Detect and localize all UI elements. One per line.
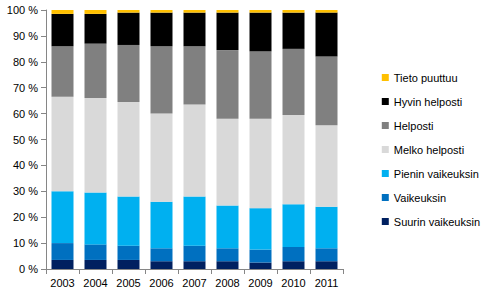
svg-text:80 %: 80 % xyxy=(13,56,38,68)
svg-text:50 %: 50 % xyxy=(13,134,38,146)
svg-text:Melko helposti: Melko helposti xyxy=(394,144,464,156)
svg-text:2008: 2008 xyxy=(215,277,239,289)
svg-text:70 %: 70 % xyxy=(13,82,38,94)
svg-text:Hyvin helposti: Hyvin helposti xyxy=(394,96,462,108)
svg-text:30 %: 30 % xyxy=(13,185,38,197)
svg-text:60 %: 60 % xyxy=(13,108,38,120)
svg-text:0 %: 0 % xyxy=(19,263,38,275)
svg-text:90 %: 90 % xyxy=(13,30,38,42)
svg-text:2011: 2011 xyxy=(315,277,339,289)
svg-text:Suurin vaikeuksin: Suurin vaikeuksin xyxy=(394,216,480,228)
svg-text:2010: 2010 xyxy=(281,277,305,289)
svg-text:2005: 2005 xyxy=(116,277,140,289)
svg-text:2009: 2009 xyxy=(248,277,272,289)
svg-text:40 %: 40 % xyxy=(13,159,38,171)
svg-text:2004: 2004 xyxy=(83,277,107,289)
svg-text:2007: 2007 xyxy=(182,277,206,289)
svg-text:2006: 2006 xyxy=(149,277,173,289)
svg-text:20 %: 20 % xyxy=(13,211,38,223)
svg-text:Helposti: Helposti xyxy=(394,120,434,132)
svg-text:Vaikeuksin: Vaikeuksin xyxy=(394,192,446,204)
svg-text:10 %: 10 % xyxy=(13,237,38,249)
svg-text:100 %: 100 % xyxy=(7,4,38,16)
svg-text:2003: 2003 xyxy=(50,277,74,289)
svg-text:Pienin vaikeuksin: Pienin vaikeuksin xyxy=(394,168,479,180)
svg-text:Tieto puuttuu: Tieto puuttuu xyxy=(394,72,458,84)
